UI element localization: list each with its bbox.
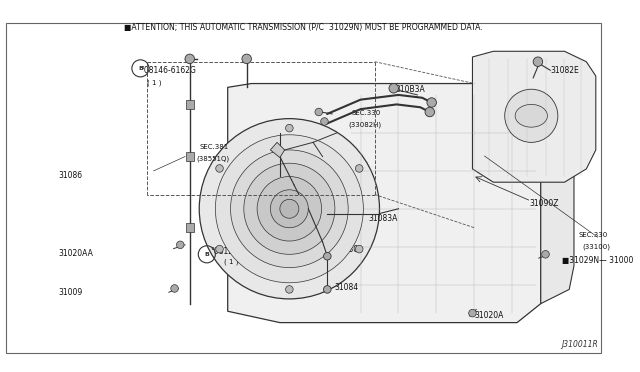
Text: 31090Z: 31090Z xyxy=(529,199,559,208)
Circle shape xyxy=(505,89,558,142)
Text: 31020AA: 31020AA xyxy=(59,248,93,258)
Circle shape xyxy=(323,286,331,293)
Polygon shape xyxy=(472,51,596,182)
Circle shape xyxy=(244,163,335,254)
Text: °08146-6162G: °08146-6162G xyxy=(140,67,196,76)
Text: 31082E: 31082E xyxy=(550,67,579,76)
Circle shape xyxy=(242,54,252,64)
Text: °08121-0401E: °08121-0401E xyxy=(211,247,265,256)
Circle shape xyxy=(533,57,543,67)
Text: 31086: 31086 xyxy=(59,171,83,180)
Circle shape xyxy=(355,165,363,172)
Text: B: B xyxy=(204,252,209,257)
Text: ( 1 ): ( 1 ) xyxy=(224,258,238,264)
Bar xyxy=(186,223,193,232)
Circle shape xyxy=(177,241,184,248)
Circle shape xyxy=(171,285,179,292)
Text: 31020A: 31020A xyxy=(474,311,504,320)
Circle shape xyxy=(230,150,348,267)
Circle shape xyxy=(280,199,299,218)
Circle shape xyxy=(468,310,476,317)
Circle shape xyxy=(285,286,293,293)
Polygon shape xyxy=(228,84,541,323)
Text: (33082H): (33082H) xyxy=(348,122,381,128)
Circle shape xyxy=(321,118,328,125)
Text: SEC.330: SEC.330 xyxy=(579,232,608,238)
Text: 31009: 31009 xyxy=(59,288,83,298)
Circle shape xyxy=(216,165,223,172)
Circle shape xyxy=(185,54,195,64)
Text: 31083A: 31083A xyxy=(368,214,397,222)
Text: 310B3A: 310B3A xyxy=(396,86,426,94)
Circle shape xyxy=(199,119,380,299)
Text: SEC.381: SEC.381 xyxy=(199,144,228,150)
Circle shape xyxy=(355,245,363,253)
Circle shape xyxy=(257,176,322,241)
Circle shape xyxy=(425,107,435,117)
Text: ( 1 ): ( 1 ) xyxy=(147,80,161,86)
Circle shape xyxy=(216,245,223,253)
Text: ■31029N— 31000: ■31029N— 31000 xyxy=(562,256,633,265)
Bar xyxy=(186,152,193,161)
Circle shape xyxy=(541,250,549,258)
Text: (33100): (33100) xyxy=(582,244,611,250)
Text: B: B xyxy=(138,66,143,71)
Circle shape xyxy=(216,135,364,283)
Bar xyxy=(186,100,193,109)
Text: J310011R: J310011R xyxy=(561,340,598,349)
Circle shape xyxy=(285,124,293,132)
Circle shape xyxy=(427,98,436,107)
Text: (38551Q): (38551Q) xyxy=(196,155,230,162)
Text: SEC.330: SEC.330 xyxy=(351,110,380,116)
Circle shape xyxy=(315,108,323,116)
Text: 31084: 31084 xyxy=(334,283,358,292)
Circle shape xyxy=(270,190,308,228)
Text: 31080: 31080 xyxy=(334,245,358,254)
Ellipse shape xyxy=(515,105,547,127)
Circle shape xyxy=(323,253,331,260)
Text: ■ATTENTION; THIS AUTOMATIC TRANSMISSION (P/C  31029N) MUST BE PROGRAMMED DATA.: ■ATTENTION; THIS AUTOMATIC TRANSMISSION … xyxy=(124,23,483,32)
Polygon shape xyxy=(270,142,285,157)
Polygon shape xyxy=(541,97,574,304)
Circle shape xyxy=(389,84,399,93)
